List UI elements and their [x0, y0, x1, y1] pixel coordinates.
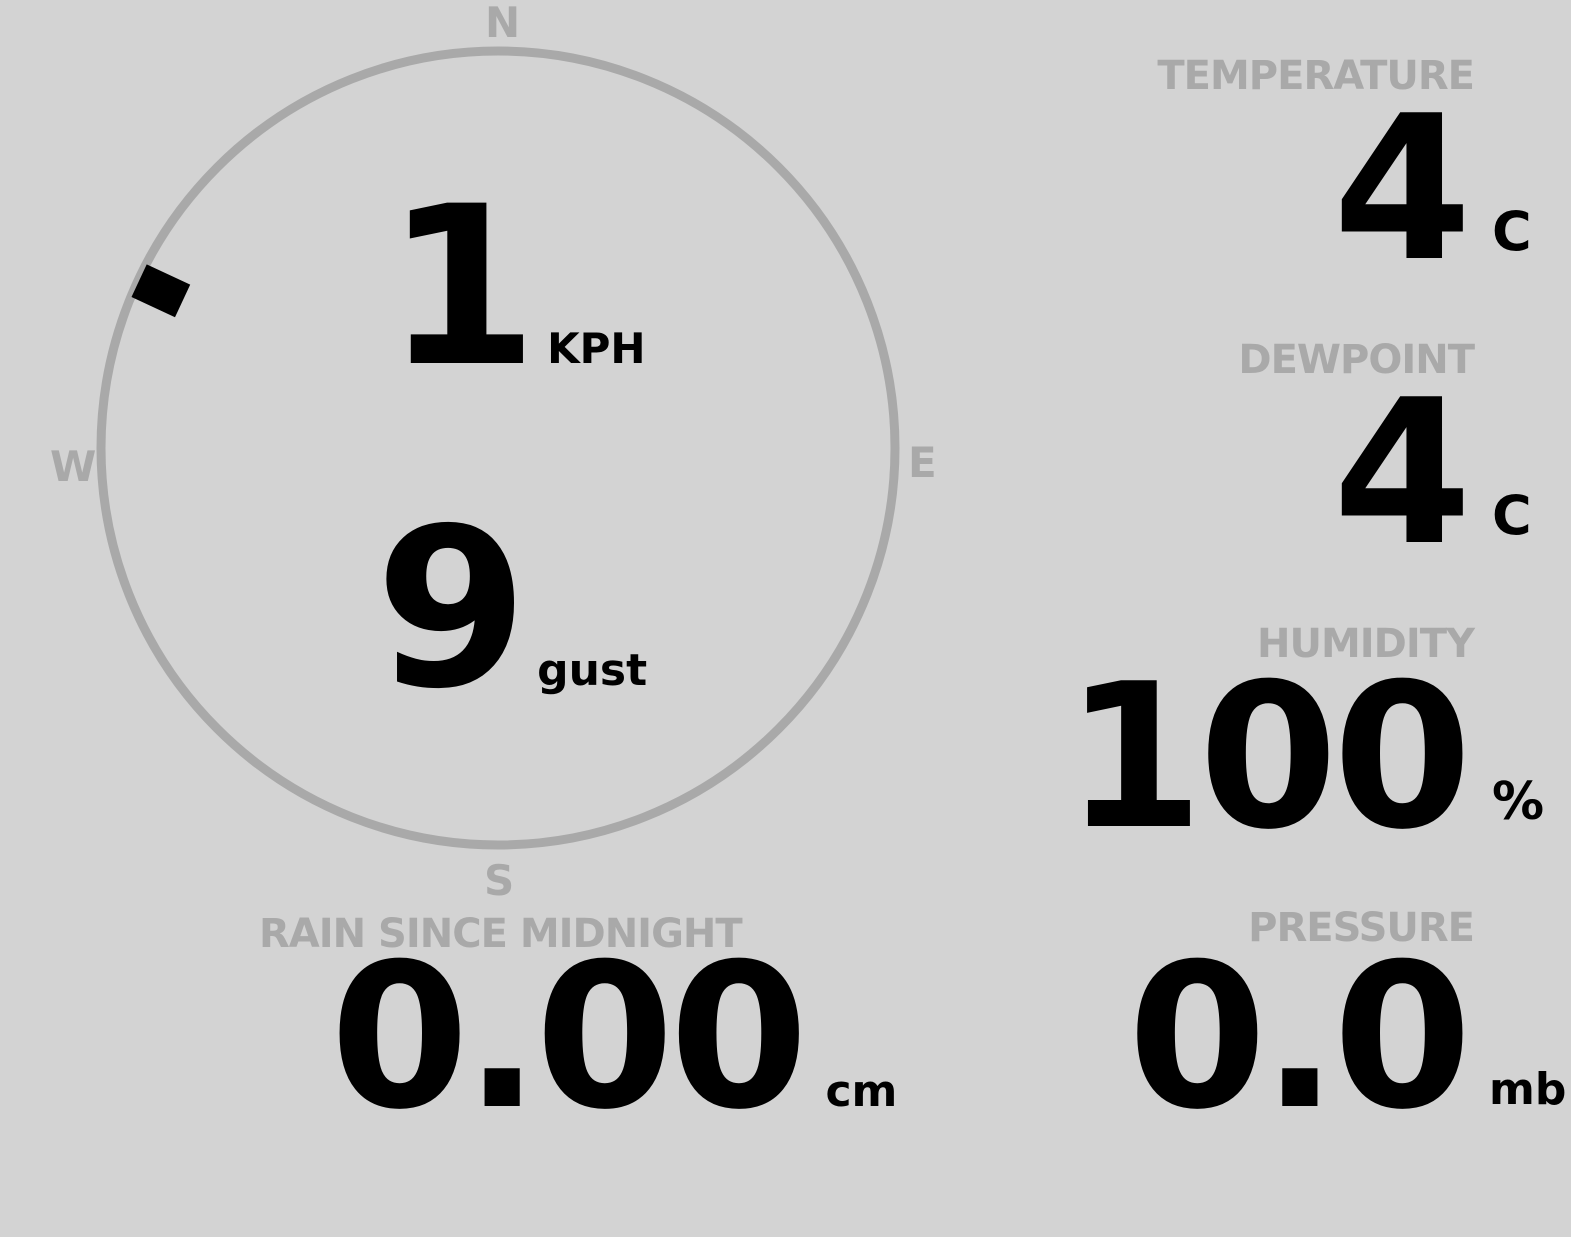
wind-gust-value: 9	[375, 481, 528, 737]
rain-label: RAIN SINCE MIDNIGHT	[259, 911, 743, 957]
wind-direction-marker	[131, 264, 191, 318]
humidity-label: HUMIDITY	[1257, 621, 1475, 667]
pressure-value: 0.0	[1127, 921, 1472, 1154]
temperature-unit: C	[1492, 200, 1532, 263]
wind-speed-row: 1 KPH	[385, 159, 646, 415]
compass-ring	[96, 46, 900, 850]
wind-gust-unit: gust	[537, 645, 648, 696]
dewpoint-value: 4	[1332, 357, 1472, 590]
compass-west-label: W	[50, 442, 97, 491]
dewpoint-unit: C	[1492, 484, 1532, 547]
pressure-label: PRESSURE	[1248, 905, 1475, 951]
wind-compass	[96, 46, 900, 850]
rain-value: 0.00	[330, 921, 808, 1154]
compass-east-label: E	[908, 438, 937, 487]
temperature-label: TEMPERATURE	[1157, 53, 1475, 99]
rain-row: 0.00 cm	[330, 921, 898, 1154]
wind-speed-unit: KPH	[547, 324, 646, 373]
humidity-value: 100	[1064, 641, 1472, 874]
wind-gust-row: 9 gust	[375, 481, 648, 737]
dewpoint-label: DEWPOINT	[1238, 337, 1475, 383]
compass-north-label: N	[485, 0, 521, 47]
pressure-unit: mb	[1489, 1064, 1567, 1115]
rain-unit: cm	[825, 1066, 898, 1117]
wind-speed-value: 1	[385, 159, 538, 415]
compass-south-label: S	[484, 856, 515, 905]
temperature-value: 4	[1332, 73, 1472, 306]
humidity-unit: %	[1492, 772, 1545, 832]
